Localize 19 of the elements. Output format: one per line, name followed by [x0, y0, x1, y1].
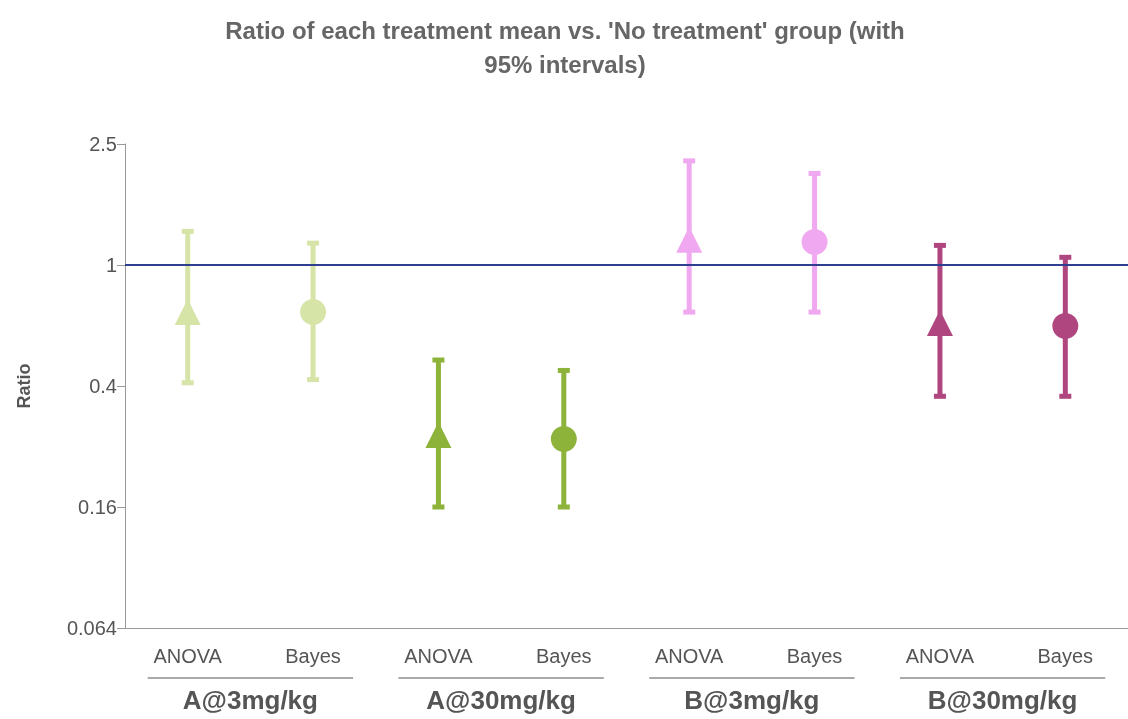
y-tick-label: 0.064 — [66, 617, 117, 639]
x-tick-label: ANOVA — [905, 645, 975, 667]
text: A@30mg/kg — [426, 685, 576, 715]
y-tick-label: 0.4 — [89, 375, 117, 397]
x-tick-label: Bayes — [1037, 645, 1094, 667]
x-tick-label: ANOVA — [654, 645, 725, 667]
y-axis-title: Ratio — [14, 363, 34, 409]
x-tick-label: Bayes — [536, 645, 592, 667]
y-tick-label: 1 — [105, 254, 117, 276]
y-tick-label: 0.16 — [78, 496, 117, 518]
x-tick-label: ANOVA — [153, 645, 223, 667]
text: A@3mg/kg — [182, 685, 318, 715]
chart-title: Ratio of each treatment mean vs. 'No treatment' group (with 95% intervals) — [225, 16, 905, 78]
text: B@3mg/kg — [684, 685, 820, 715]
x-tick-label: Bayes — [285, 645, 341, 667]
y-tick-label: 2.5 — [89, 133, 117, 155]
x-tick-label: Bayes — [786, 645, 843, 667]
x-tick-label: ANOVA — [404, 645, 474, 667]
text: B@30mg/kg — [927, 685, 1078, 715]
